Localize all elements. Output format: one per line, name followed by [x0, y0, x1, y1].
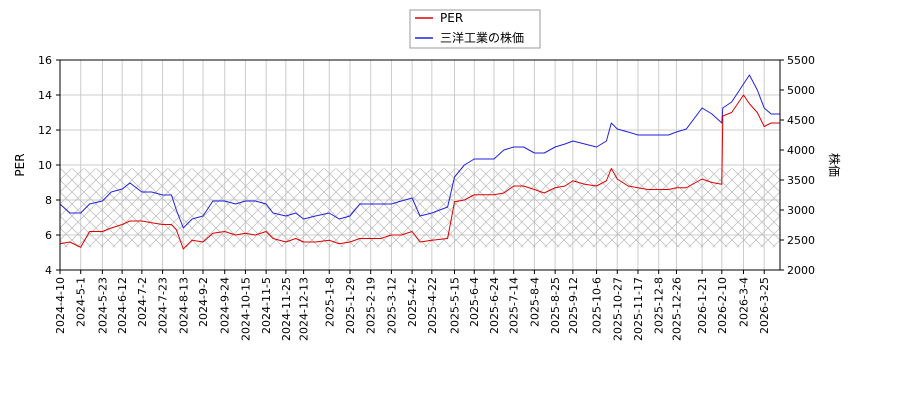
legend-label-per: PER — [440, 11, 463, 25]
x-tick-label: 2024-7-23 — [157, 277, 170, 334]
x-tick-label: 2026-2-10 — [716, 277, 729, 334]
right-tick-label: 2000 — [787, 264, 815, 277]
x-tick-label: 2025-4-2 — [406, 277, 419, 327]
x-tick-label: 2025-1-8 — [323, 277, 336, 327]
x-tick-label: 2025-6-24 — [488, 277, 501, 334]
x-tick-label: 2025-12-8 — [653, 277, 666, 334]
right-tick-label: 5500 — [787, 54, 815, 67]
left-tick-label: 12 — [38, 124, 52, 137]
right-tick-label: 5000 — [787, 84, 815, 97]
x-tick-label: 2024-9-24 — [219, 277, 232, 334]
series-line-per — [59, 94, 780, 250]
right-tick-label: 4500 — [787, 114, 815, 127]
legend: PER 三洋工業の株価 — [409, 9, 541, 49]
x-tick-label: 2025-10-6 — [591, 277, 604, 334]
right-tick-label: 2500 — [787, 234, 815, 247]
x-tick-label: 2024-12-13 — [298, 277, 311, 341]
right-tick-label: 3500 — [787, 174, 815, 187]
x-tick-label: 2024-11-5 — [260, 277, 273, 334]
x-tick-label: 2025-8-25 — [549, 277, 562, 334]
x-tick-label: 2025-1-29 — [344, 277, 357, 334]
x-tick-label: 2024-8-13 — [177, 277, 190, 334]
x-tick-label: 2024-5-23 — [96, 277, 109, 334]
left-tick-label: 14 — [38, 89, 52, 102]
x-tick-label: 2025-10-27 — [611, 277, 624, 341]
right-tick-label: 4000 — [787, 144, 815, 157]
x-tick-label: 2025-7-14 — [508, 277, 521, 334]
x-tick-label: 2025-11-17 — [632, 277, 645, 341]
x-tick-label: 2026-1-21 — [696, 277, 709, 334]
x-tick-label: 2025-9-12 — [567, 277, 580, 334]
left-tick-label: 4 — [45, 264, 52, 277]
left-tick-label: 8 — [45, 194, 52, 207]
x-tick-label: 2025-4-22 — [426, 277, 439, 334]
x-tick-label: 2024-9-2 — [197, 277, 210, 327]
x-tick-label: 2025-5-15 — [449, 277, 462, 334]
x-tick-label: 2025-6-4 — [468, 277, 481, 327]
axis-ticks: 4 6 8 10 12 14 16 2000 2500 3000 3500 4000 4500 5000 5… — [38, 54, 815, 341]
x-tick-label: 2025-8-4 — [528, 277, 541, 327]
legend-label-price: 三洋工業の株価 — [440, 30, 524, 45]
x-tick-label: 2025-12-26 — [670, 277, 683, 341]
left-tick-label: 6 — [45, 229, 52, 242]
x-tick-label: 2024-6-12 — [116, 277, 129, 334]
x-tick-label: 2024-11-25 — [280, 277, 293, 341]
x-tick-label: 2024-10-15 — [239, 277, 252, 341]
left-axis-title: PER — [13, 153, 27, 176]
x-tick-label: 2025-3-12 — [385, 277, 398, 334]
x-tick-label: 2026-3-25 — [758, 277, 771, 334]
series-lines — [59, 74, 780, 250]
right-axis-title: 株価 — [827, 153, 842, 177]
right-tick-label: 3000 — [787, 204, 815, 217]
x-tick-label: 2024-5-1 — [75, 277, 88, 327]
left-tick-label: 10 — [38, 159, 52, 172]
series-line-price — [59, 74, 780, 229]
left-tick-label: 16 — [38, 54, 52, 67]
x-tick-label: 2024-7-2 — [136, 277, 149, 327]
legend-box — [409, 9, 541, 49]
hatched-band — [60, 168, 780, 248]
x-tick-label: 2024-4-10 — [54, 277, 67, 334]
x-tick-label: 2026-3-4 — [738, 277, 751, 327]
x-tick-label: 2025-2-19 — [365, 277, 378, 334]
